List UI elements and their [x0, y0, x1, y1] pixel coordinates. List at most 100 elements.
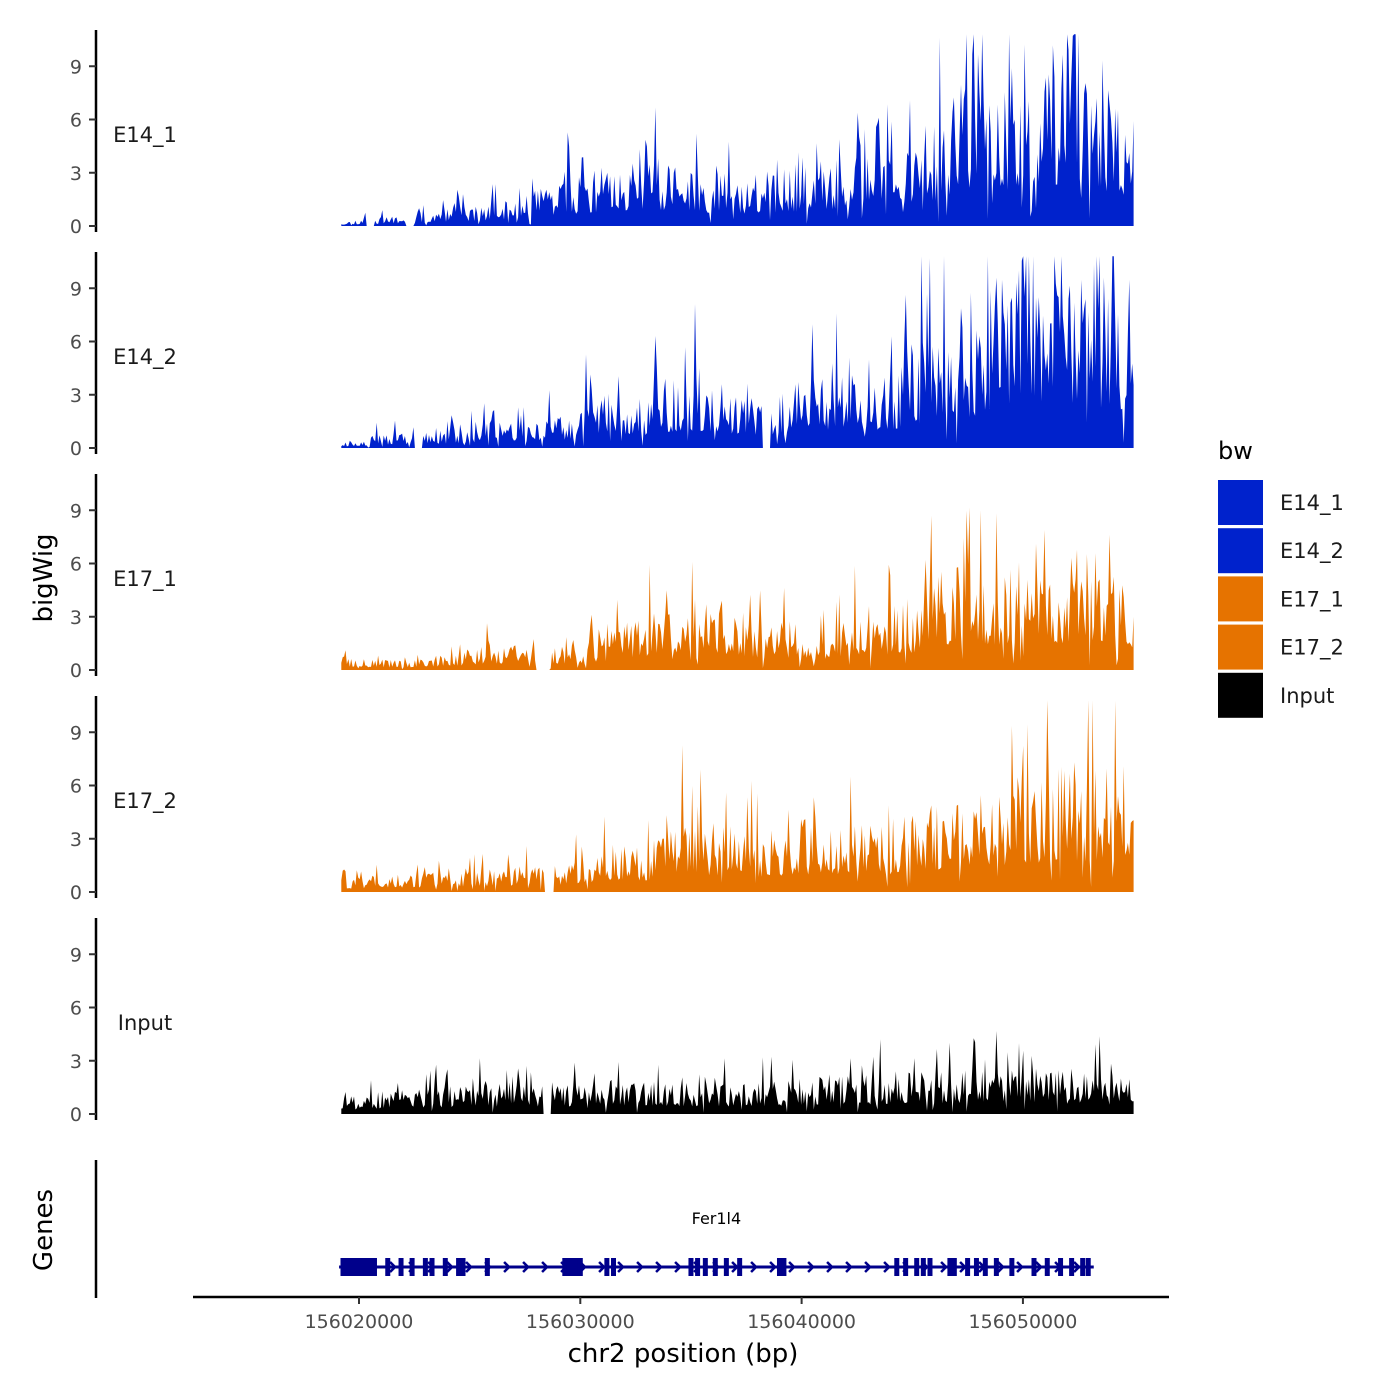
x-tick-label: 156050000	[969, 1311, 1078, 1333]
exon	[712, 1258, 718, 1276]
strand-arrow	[788, 1261, 796, 1273]
exon	[1031, 1258, 1037, 1276]
exon	[737, 1258, 743, 1276]
strand-arrow	[769, 1261, 777, 1273]
gene-Fer1l4: Fer1l4	[339, 1209, 1094, 1276]
y-tick-label: 0	[70, 1104, 82, 1126]
strand-arrow	[446, 1261, 454, 1273]
y-tick-label: 6	[70, 998, 82, 1020]
strand-arrow	[389, 1261, 397, 1273]
exon	[610, 1258, 616, 1276]
y-tick-label: 3	[70, 163, 82, 185]
bigwig-tracks: 0 3 6 9 E14_1 0 3 6 9 E14_2 0 3 6 9 E17_1 0 3 6 9 E17_2 0 3 6 9…	[70, 30, 1134, 1126]
exon	[914, 1258, 920, 1276]
exon	[604, 1258, 610, 1276]
strand-arrow	[1016, 1261, 1024, 1273]
x-tick-label: 156030000	[526, 1311, 635, 1333]
exon	[562, 1258, 568, 1276]
exon	[965, 1258, 971, 1276]
strand-arrow	[864, 1261, 872, 1273]
strand-arrow	[731, 1261, 739, 1273]
signal-area-E17_2	[341, 700, 1134, 892]
genes-axis-title: Genes	[29, 1189, 59, 1271]
legend-swatch	[1218, 480, 1263, 525]
y-tick-label: 9	[70, 56, 82, 78]
strand-arrow	[807, 1261, 815, 1273]
legend-label: E17_2	[1280, 636, 1344, 661]
track-E14_1: 0 3 6 9 E14_1	[70, 30, 1134, 238]
legend-swatch	[1218, 672, 1263, 718]
strand-arrow	[617, 1261, 625, 1273]
exon	[1085, 1258, 1091, 1276]
legend-item-E17_1: E17_1	[1218, 576, 1344, 622]
x-axis: 156020000 156030000 156040000 156050000	[193, 1295, 1169, 1333]
y-tick-label: 0	[70, 882, 82, 904]
track-label-E17_2: E17_2	[113, 789, 177, 814]
exon	[566, 1258, 572, 1276]
legend-swatch	[1218, 576, 1263, 622]
x-axis-title: chr2 position (bp)	[568, 1339, 799, 1369]
y-tick-label: 6	[70, 776, 82, 798]
legend-swatch	[1218, 624, 1263, 670]
strand-arrow	[845, 1261, 853, 1273]
y-tick-label: 6	[70, 110, 82, 132]
exon	[1058, 1258, 1064, 1276]
legend-item-Input: Input	[1218, 672, 1334, 718]
genes-panel: Fer1l4	[94, 1160, 1094, 1298]
exon	[927, 1258, 933, 1276]
exon-cluster	[341, 1258, 373, 1276]
track-label-E17_1: E17_1	[113, 567, 177, 592]
exon	[920, 1258, 926, 1276]
strand-arrow	[655, 1261, 663, 1273]
exon	[577, 1258, 583, 1276]
exon	[574, 1258, 580, 1276]
exon	[1080, 1258, 1086, 1276]
x-tick-label: 156040000	[747, 1311, 856, 1333]
exon	[702, 1258, 708, 1276]
y-tick-label: 0	[70, 438, 82, 460]
y-tick-label: 3	[70, 607, 82, 629]
legend-item-E14_2: E14_2	[1218, 528, 1344, 574]
legend-label: Input	[1280, 684, 1334, 708]
y-axis-title: bigWig	[29, 533, 59, 622]
exon	[1009, 1258, 1015, 1276]
legend-label: E17_1	[1280, 587, 1344, 612]
exon	[442, 1258, 448, 1276]
legend-item-E17_2: E17_2	[1218, 624, 1344, 670]
exon	[1069, 1258, 1075, 1276]
y-tick-label: 9	[70, 722, 82, 744]
legend-item-E14_1: E14_1	[1218, 480, 1344, 525]
strand-arrow	[1035, 1261, 1043, 1273]
exon	[894, 1258, 900, 1276]
strand-arrow	[1073, 1261, 1081, 1273]
y-tick-label: 9	[70, 500, 82, 522]
exon	[422, 1258, 428, 1276]
exon	[385, 1258, 391, 1276]
strand-arrow	[503, 1261, 511, 1273]
track-label-E14_1: E14_1	[113, 123, 177, 148]
track-label-Input: Input	[118, 1011, 172, 1035]
signal-area-E17_1	[341, 507, 1134, 670]
exon	[484, 1258, 490, 1276]
legend-label: E14_2	[1280, 539, 1344, 564]
exon	[460, 1258, 466, 1276]
strand-arrow	[940, 1261, 948, 1273]
track-Input: 0 3 6 9 Input	[70, 918, 1134, 1126]
legend-label: E14_1	[1280, 491, 1344, 516]
y-tick-label: 3	[70, 829, 82, 851]
strand-arrow	[541, 1261, 549, 1273]
exon	[781, 1258, 787, 1276]
signal-area-Input	[341, 1031, 1134, 1114]
track-E17_2: 0 3 6 9 E17_2	[70, 696, 1134, 904]
track-E17_1: 0 3 6 9 E17_1	[70, 474, 1134, 682]
signal-area-E14_1	[341, 34, 1134, 226]
exon	[688, 1258, 694, 1276]
exon	[723, 1258, 729, 1276]
strand-arrow	[598, 1261, 606, 1273]
exon	[571, 1258, 577, 1276]
exon	[982, 1258, 988, 1276]
exon	[695, 1258, 701, 1276]
y-tick-label: 6	[70, 554, 82, 576]
y-tick-label: 0	[70, 660, 82, 682]
y-tick-label: 0	[70, 216, 82, 238]
